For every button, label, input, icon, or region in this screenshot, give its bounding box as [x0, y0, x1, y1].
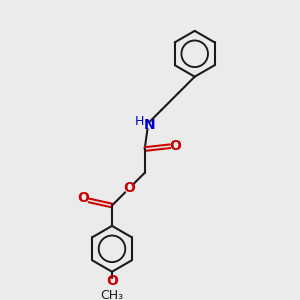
Text: O: O — [78, 191, 89, 205]
Text: CH₃: CH₃ — [100, 289, 124, 300]
Text: H: H — [134, 115, 144, 128]
Text: N: N — [143, 118, 155, 132]
Text: O: O — [123, 181, 135, 195]
Text: O: O — [169, 139, 181, 153]
Text: O: O — [106, 274, 118, 289]
